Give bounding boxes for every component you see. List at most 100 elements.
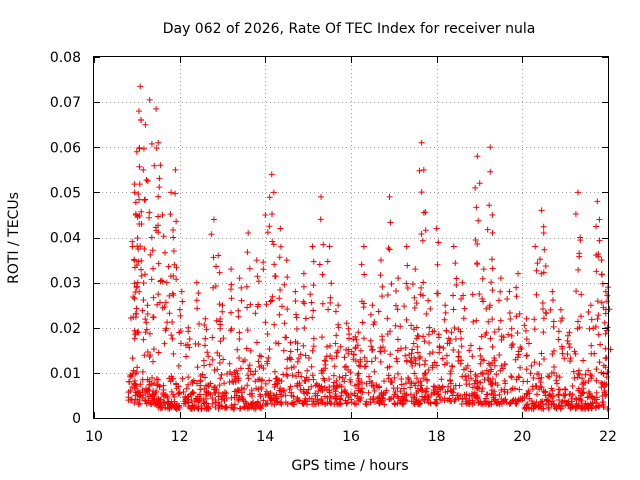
data-point <box>228 295 235 302</box>
data-point <box>343 346 350 353</box>
data-point <box>138 257 145 264</box>
data-point <box>508 342 515 349</box>
data-point <box>409 280 416 287</box>
data-point <box>533 391 540 398</box>
data-point <box>150 294 157 301</box>
data-point <box>289 372 296 379</box>
data-point <box>220 356 227 363</box>
data-point <box>521 322 528 329</box>
data-point <box>433 290 440 297</box>
data-point <box>252 378 259 385</box>
data-point <box>461 305 468 312</box>
data-point <box>170 226 177 233</box>
data-point <box>371 387 378 394</box>
data-point <box>438 396 445 403</box>
data-point <box>528 362 535 369</box>
data-point <box>142 196 149 203</box>
data-point <box>284 306 291 313</box>
data-point <box>588 350 595 357</box>
data-point <box>354 381 361 388</box>
data-point <box>546 374 553 381</box>
data-point <box>238 297 245 304</box>
data-point <box>438 376 445 383</box>
data-point <box>538 207 545 214</box>
data-point <box>211 366 218 373</box>
data-point <box>596 237 603 244</box>
data-point <box>460 292 467 299</box>
data-point <box>489 316 496 323</box>
data-point <box>388 378 395 385</box>
data-point <box>421 370 428 377</box>
data-point <box>384 315 391 322</box>
data-point <box>587 393 594 400</box>
data-point <box>548 401 555 408</box>
data-point <box>283 365 290 372</box>
data-point <box>161 249 168 256</box>
data-point <box>415 379 422 386</box>
data-point <box>310 307 317 314</box>
data-point <box>427 305 434 312</box>
data-point <box>578 291 585 298</box>
data-point <box>550 393 557 400</box>
data-point <box>352 345 359 352</box>
data-point <box>204 404 211 411</box>
data-point <box>136 212 143 219</box>
data-point <box>293 314 300 321</box>
data-point <box>197 382 204 389</box>
data-point <box>276 295 283 302</box>
data-point <box>268 297 275 304</box>
data-point <box>545 405 552 412</box>
data-point <box>136 288 143 295</box>
data-point <box>280 371 287 378</box>
data-point <box>420 333 427 340</box>
data-point <box>310 335 317 342</box>
data-point <box>284 274 291 281</box>
data-point <box>142 398 149 405</box>
data-point <box>244 382 251 389</box>
data-point <box>282 392 289 399</box>
data-point <box>475 399 482 406</box>
data-point <box>260 259 267 266</box>
data-point <box>131 257 138 264</box>
data-point <box>327 299 334 306</box>
data-point <box>246 362 253 369</box>
data-point <box>575 189 582 196</box>
data-point <box>232 373 239 380</box>
data-point <box>603 298 610 305</box>
data-point <box>151 162 158 169</box>
data-point <box>403 280 410 287</box>
data-point <box>463 377 470 384</box>
data-point <box>598 257 605 264</box>
data-point <box>559 315 566 322</box>
data-point <box>345 335 352 342</box>
data-point <box>553 377 560 384</box>
data-point <box>596 216 603 223</box>
data-point <box>478 356 485 363</box>
data-point <box>569 391 576 398</box>
data-point <box>215 389 222 396</box>
data-point <box>540 405 547 412</box>
data-point <box>351 390 358 397</box>
data-point <box>377 272 384 279</box>
data-point <box>593 377 600 384</box>
data-point <box>127 314 134 321</box>
data-point <box>317 216 324 223</box>
data-point <box>427 400 434 407</box>
data-point <box>239 395 246 402</box>
data-point <box>421 394 428 401</box>
data-point <box>227 309 234 316</box>
data-point <box>216 401 223 408</box>
data-point <box>550 347 557 354</box>
data-point <box>586 390 593 397</box>
data-point <box>360 335 367 342</box>
data-point <box>497 288 504 295</box>
data-point <box>359 298 366 305</box>
data-point <box>472 377 479 384</box>
data-point <box>212 283 219 290</box>
data-point <box>244 304 251 311</box>
data-point <box>149 393 156 400</box>
data-point <box>294 383 301 390</box>
data-point <box>556 374 563 381</box>
data-point <box>219 302 226 309</box>
